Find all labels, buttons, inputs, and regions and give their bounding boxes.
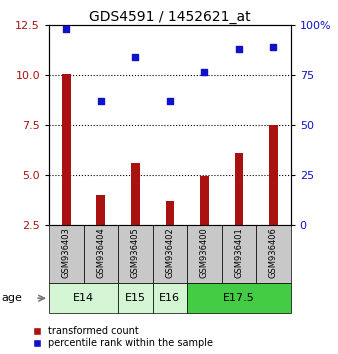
- Text: E16: E16: [159, 293, 180, 303]
- Text: E17.5: E17.5: [223, 293, 255, 303]
- Text: GSM936405: GSM936405: [131, 228, 140, 278]
- Bar: [62, 74, 71, 225]
- Point: [98, 98, 103, 104]
- Bar: [152, 225, 187, 283]
- Legend: transformed count, percentile rank within the sample: transformed count, percentile rank withi…: [32, 325, 214, 349]
- Bar: [83, 225, 118, 283]
- Text: age: age: [2, 293, 23, 303]
- Point: [64, 26, 69, 32]
- Bar: [256, 225, 291, 283]
- Text: GSM936406: GSM936406: [269, 227, 278, 278]
- Text: E15: E15: [125, 293, 146, 303]
- Bar: [131, 163, 140, 225]
- Bar: [187, 225, 222, 283]
- Text: GSM936402: GSM936402: [165, 228, 174, 278]
- Point: [202, 69, 207, 75]
- Bar: [187, 283, 291, 313]
- Bar: [269, 125, 278, 225]
- Text: GSM936403: GSM936403: [62, 227, 71, 278]
- Point: [132, 54, 138, 59]
- Bar: [235, 153, 243, 225]
- Text: GSM936400: GSM936400: [200, 228, 209, 278]
- Title: GDS4591 / 1452621_at: GDS4591 / 1452621_at: [89, 10, 251, 24]
- Text: GSM936401: GSM936401: [234, 228, 243, 278]
- Point: [271, 44, 276, 50]
- Bar: [152, 283, 187, 313]
- Bar: [49, 225, 83, 283]
- Point: [236, 46, 242, 52]
- Bar: [118, 225, 152, 283]
- Bar: [49, 283, 118, 313]
- Text: E14: E14: [73, 293, 94, 303]
- Bar: [118, 283, 152, 313]
- Bar: [200, 176, 209, 225]
- Text: GSM936404: GSM936404: [96, 228, 105, 278]
- Point: [167, 98, 172, 104]
- Bar: [166, 201, 174, 225]
- Bar: [222, 225, 256, 283]
- Bar: [96, 195, 105, 225]
